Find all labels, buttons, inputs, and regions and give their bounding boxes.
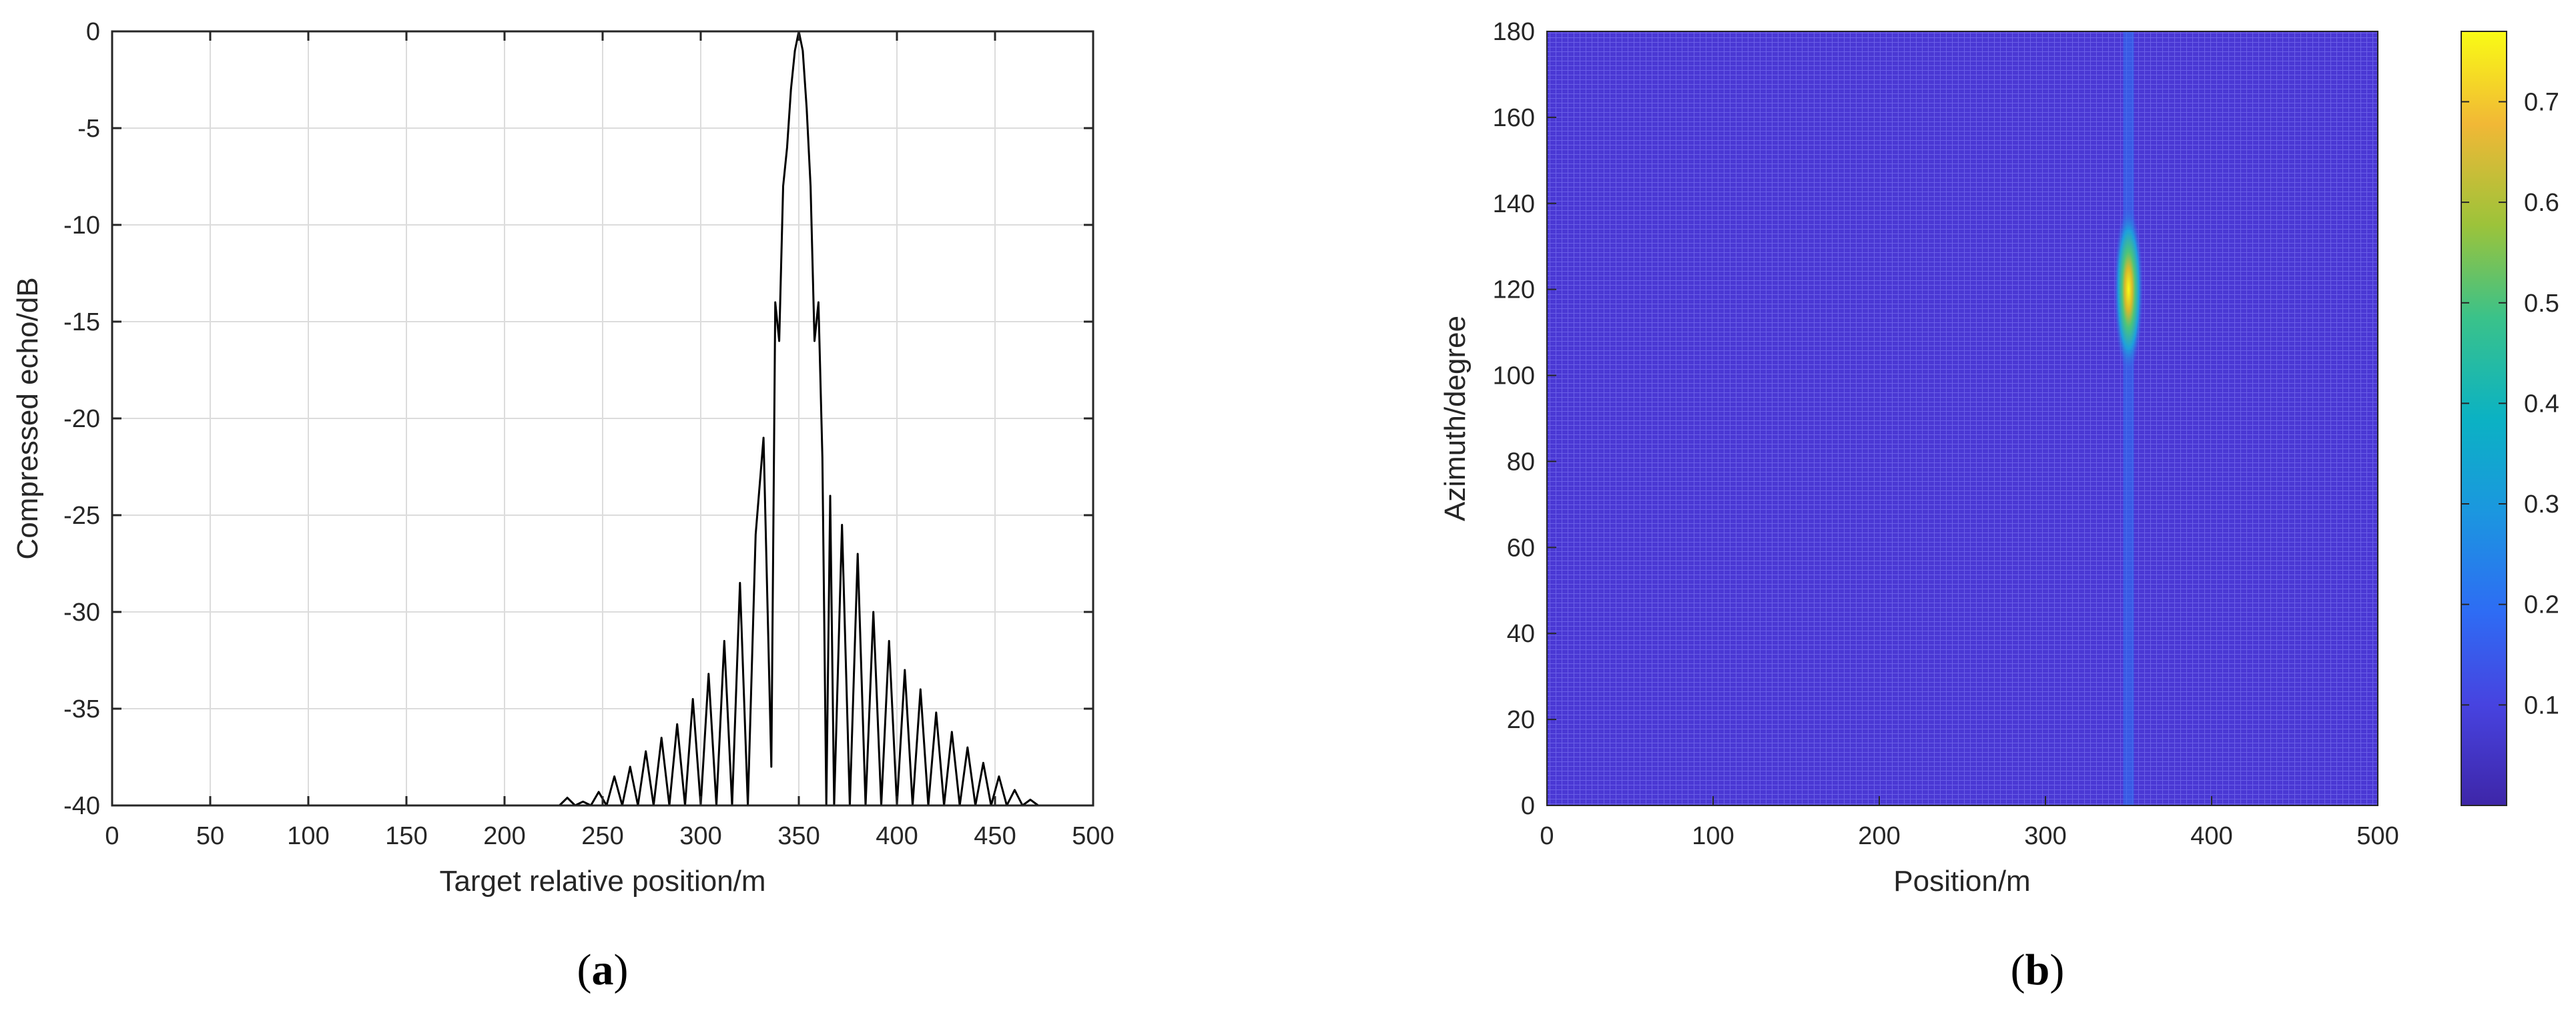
y-tick-label: 0 [1521, 792, 1535, 820]
y-tick-label: -20 [63, 405, 100, 433]
y-tick-label: 160 [1493, 104, 1535, 132]
y-tick-label: 80 [1507, 448, 1535, 476]
y-axis-label: Compressed echo/dB [11, 277, 44, 559]
colorbar-tick-label: 0.3 [2524, 490, 2559, 519]
x-tick-label: 50 [196, 822, 224, 850]
x-tick-label: 500 [1072, 822, 1114, 850]
x-tick-label: 300 [679, 822, 721, 850]
y-tick-label: -25 [63, 502, 100, 530]
y-tick-label: -35 [63, 695, 100, 723]
y-axis-label: Azimuth/degree [1439, 316, 1472, 521]
y-tick-label: -15 [63, 308, 100, 336]
heatmap-cells [1547, 31, 2378, 805]
x-tick-label: 100 [1692, 822, 1734, 850]
y-tick-label: 20 [1507, 706, 1535, 734]
colorbar-tick-labels: 0.1 0.2 0.3 0.4 0.5 0.6 0.7 [2524, 88, 2559, 719]
target-stripe [2123, 31, 2134, 805]
colorbar-tick-marks [2461, 101, 2507, 706]
x-tick-label: 0 [1540, 822, 1554, 850]
x-axis-label: Position/m [1893, 865, 2030, 898]
x-tick-label: 400 [876, 822, 918, 850]
echo-series-line [112, 30, 1093, 807]
y-tick-labels: 0 20 40 60 80 100 120 140 160 180 [1493, 18, 1535, 820]
plot-frame [1546, 31, 2378, 806]
x-tick-label: 150 [385, 822, 427, 850]
y-tick-label: 140 [1493, 190, 1535, 218]
x-tick-label: 200 [483, 822, 525, 850]
x-axis-label: Target relative position/m [439, 865, 765, 898]
y-tick-label: 60 [1507, 534, 1535, 562]
tick-marks [1546, 31, 2378, 806]
x-tick-labels: 0 50 100 150 200 250 300 350 400 450 500 [105, 822, 1114, 850]
colorbar-tick-label: 0.5 [2524, 290, 2559, 318]
y-tick-label: -30 [63, 599, 100, 627]
x-tick-labels: 0 100 200 300 400 500 [1540, 822, 2398, 850]
colorbar [2461, 31, 2507, 806]
x-tick-label: 250 [581, 822, 623, 850]
panel-label-b: (b) [2011, 946, 2065, 994]
tick-marks [111, 30, 1094, 807]
y-tick-label: 120 [1493, 276, 1535, 304]
panel-label-a: (a) [577, 946, 629, 994]
y-tick-label: 180 [1493, 18, 1535, 46]
line-chart-panel: 0 50 100 150 200 250 300 350 400 450 500 0 -5 -10 -15… [11, 18, 1114, 994]
x-tick-label: 100 [287, 822, 329, 850]
y-tick-label: 40 [1507, 620, 1535, 648]
y-tick-label: -5 [77, 115, 100, 143]
colorbar-tick-label: 0.2 [2524, 591, 2559, 619]
y-tick-label: -40 [63, 792, 100, 820]
y-tick-label: 100 [1493, 362, 1535, 390]
x-tick-label: 350 [777, 822, 820, 850]
x-tick-label: 400 [2190, 822, 2232, 850]
heatmap-panel: 0 100 200 300 400 500 0 20 40 60 80 100 120 140 160 18… [1439, 18, 2559, 994]
x-tick-label: 0 [105, 822, 119, 850]
colorbar-tick-label: 0.6 [2524, 189, 2559, 217]
x-tick-label: 500 [2356, 822, 2398, 850]
y-tick-labels: 0 -5 -10 -15 -20 -25 -30 -35 -40 [63, 18, 100, 820]
y-tick-label: -10 [63, 212, 100, 240]
x-tick-label: 200 [1858, 822, 1900, 850]
colorbar-tick-label: 0.7 [2524, 88, 2559, 116]
colorbar-tick-label: 0.1 [2524, 691, 2559, 719]
x-tick-label: 300 [2024, 822, 2066, 850]
y-tick-label: 0 [86, 18, 100, 46]
x-tick-label: 450 [974, 822, 1016, 850]
colorbar-tick-label: 0.4 [2524, 390, 2559, 418]
target-hotspot [2114, 205, 2144, 374]
